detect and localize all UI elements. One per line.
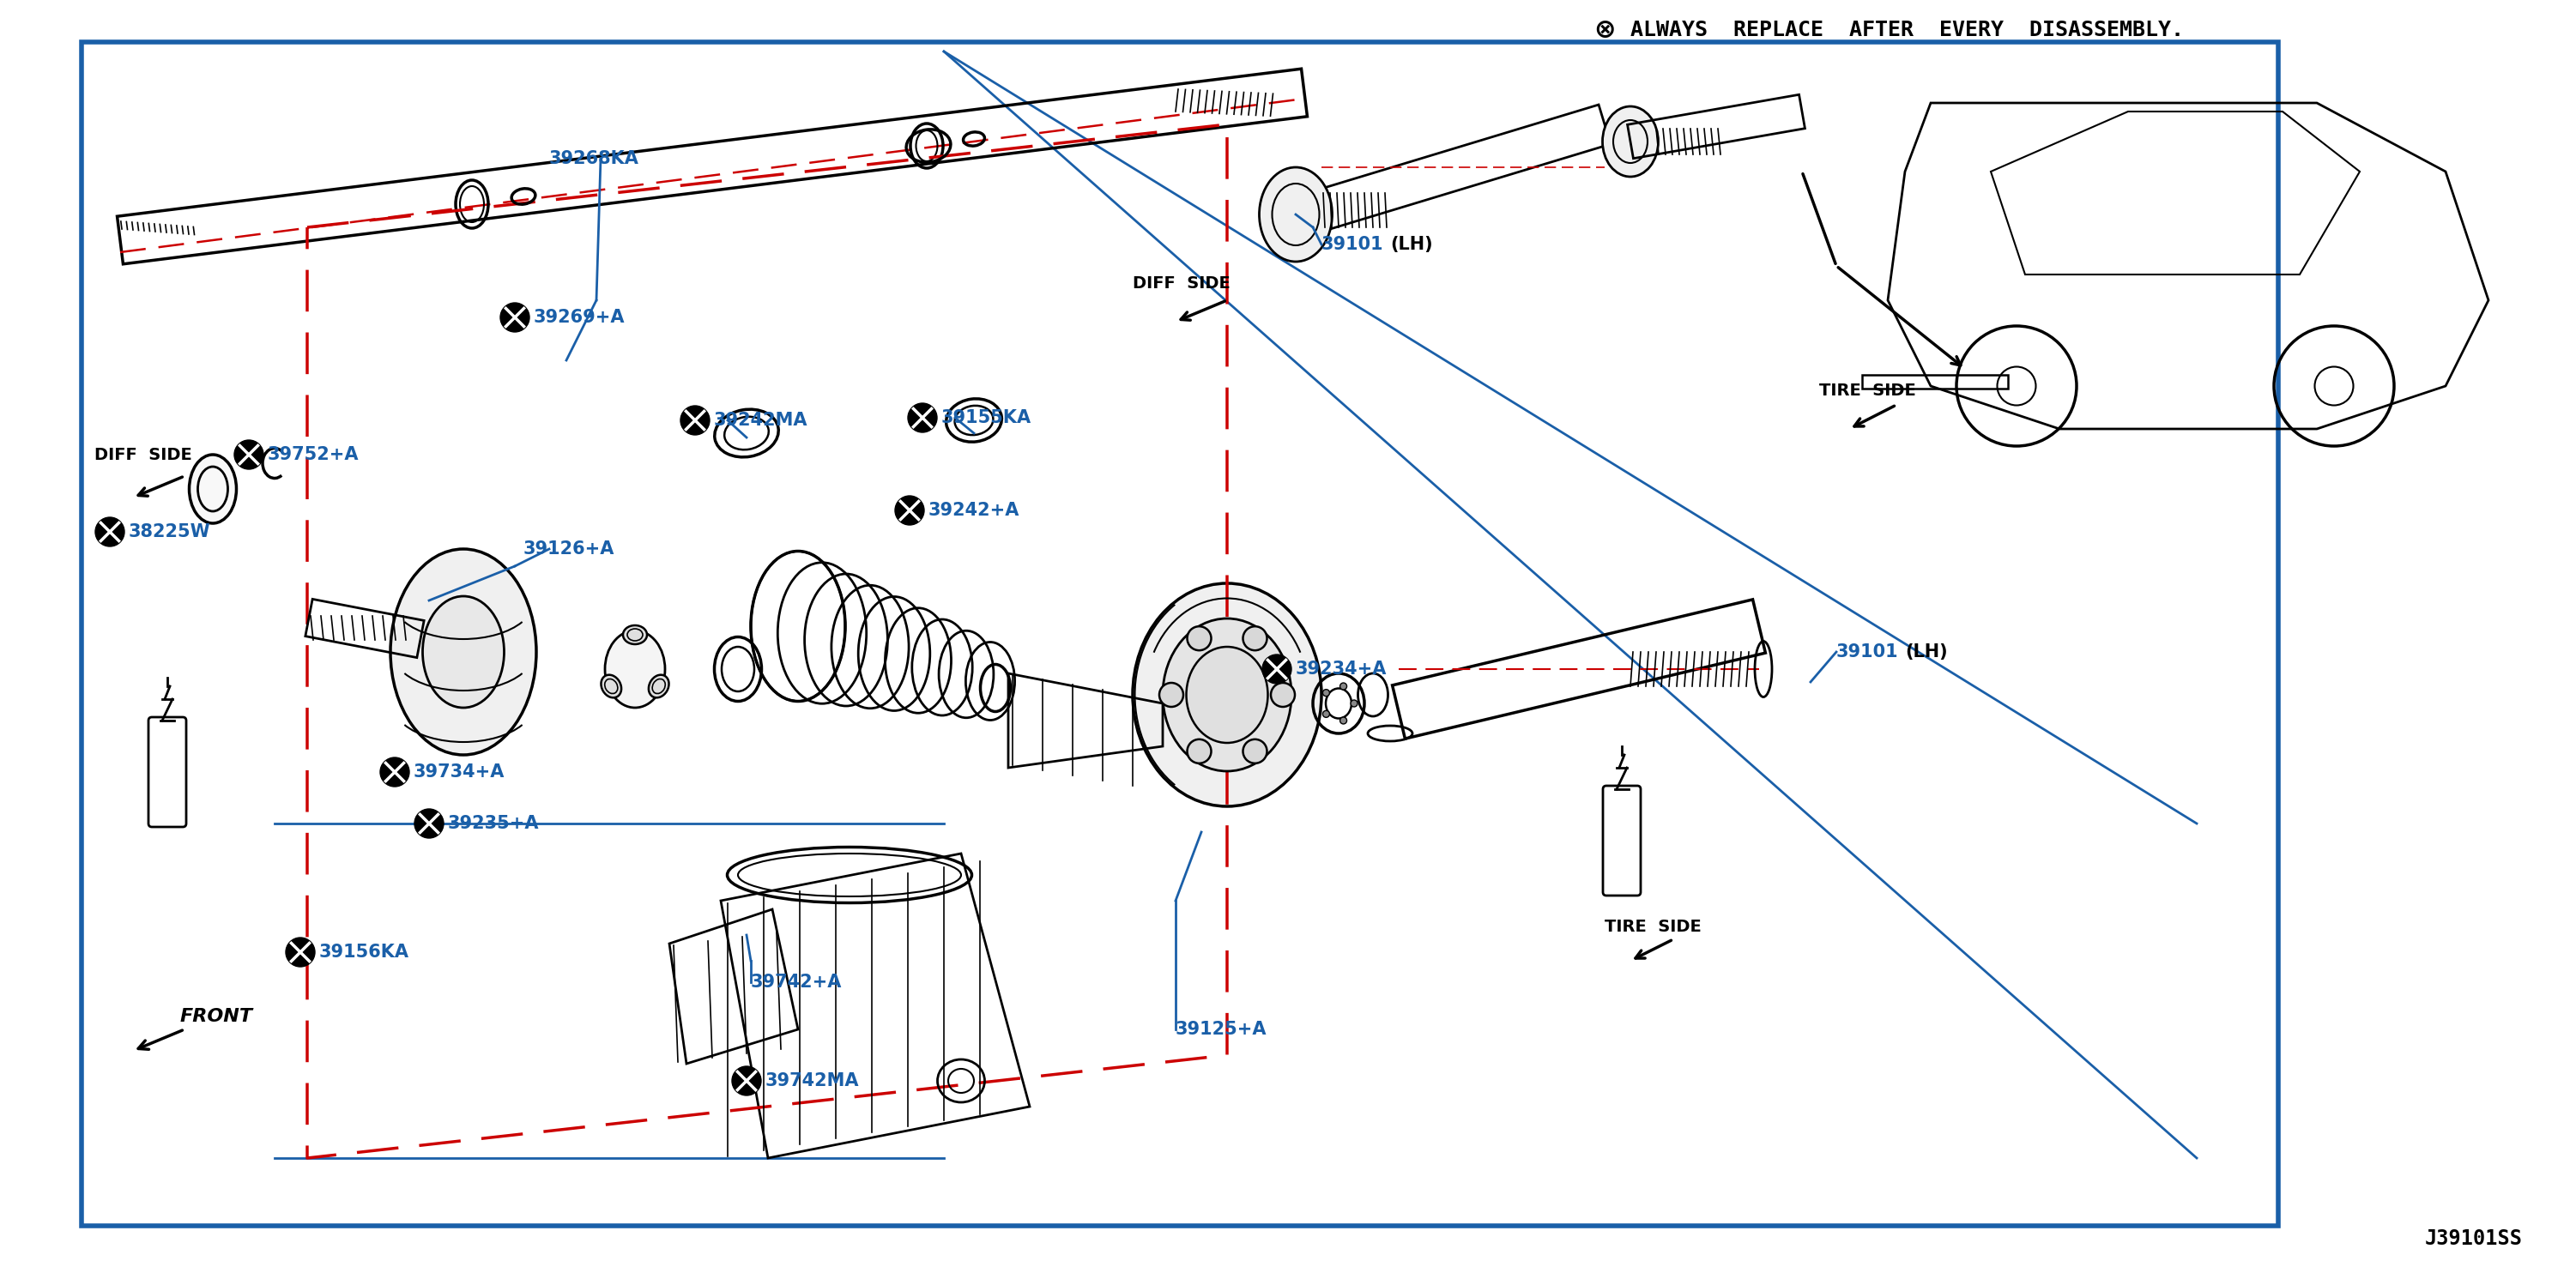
Ellipse shape [649, 675, 670, 698]
Ellipse shape [1162, 619, 1291, 771]
Text: 39156KA: 39156KA [319, 943, 410, 961]
Text: 39101: 39101 [1321, 236, 1383, 253]
Circle shape [894, 495, 925, 524]
Text: DIFF  SIDE: DIFF SIDE [1133, 275, 1231, 292]
Bar [82, 42, 2277, 1226]
Ellipse shape [605, 630, 665, 708]
Ellipse shape [1244, 740, 1267, 764]
Ellipse shape [1159, 682, 1182, 707]
Circle shape [415, 808, 443, 838]
Circle shape [234, 440, 263, 470]
Ellipse shape [1340, 682, 1347, 690]
Circle shape [286, 938, 314, 966]
Text: 39242MA: 39242MA [714, 411, 809, 429]
Ellipse shape [623, 625, 647, 644]
Text: (LH): (LH) [1391, 236, 1432, 253]
Circle shape [907, 404, 938, 433]
Text: 39242+A: 39242+A [927, 502, 1020, 519]
Ellipse shape [1321, 690, 1329, 696]
Circle shape [732, 1067, 760, 1096]
Ellipse shape [1188, 740, 1211, 764]
Text: 39126+A: 39126+A [523, 541, 616, 558]
Text: TIRE  SIDE: TIRE SIDE [1605, 918, 1700, 934]
Circle shape [95, 517, 124, 546]
Text: 39742MA: 39742MA [765, 1072, 860, 1090]
Ellipse shape [1270, 682, 1296, 707]
Ellipse shape [1188, 626, 1211, 651]
Text: DIFF  SIDE: DIFF SIDE [95, 447, 193, 463]
Text: TIRE  SIDE: TIRE SIDE [1819, 382, 1917, 398]
Text: 39734+A: 39734+A [415, 764, 505, 780]
Circle shape [381, 757, 410, 787]
Ellipse shape [1260, 167, 1332, 262]
Text: FRONT: FRONT [180, 1008, 252, 1025]
Text: 39155KA: 39155KA [940, 409, 1030, 426]
Circle shape [500, 303, 531, 332]
Circle shape [680, 406, 708, 435]
Text: 39742+A: 39742+A [750, 974, 842, 990]
Text: 39752+A: 39752+A [268, 446, 358, 463]
Text: 39101: 39101 [1837, 643, 1899, 661]
Text: J39101SS: J39101SS [2424, 1228, 2522, 1249]
Ellipse shape [1188, 647, 1267, 743]
Text: 39234+A: 39234+A [1296, 661, 1386, 677]
Ellipse shape [1602, 107, 1659, 177]
Text: ⊗: ⊗ [1595, 18, 1615, 42]
Ellipse shape [188, 454, 237, 523]
Ellipse shape [1350, 700, 1358, 707]
Ellipse shape [1133, 583, 1321, 806]
Text: 39269+A: 39269+A [533, 309, 626, 326]
Ellipse shape [1340, 717, 1347, 724]
Circle shape [1262, 654, 1291, 684]
Ellipse shape [1321, 710, 1329, 718]
Ellipse shape [392, 549, 536, 755]
Text: 38225W: 38225W [129, 523, 211, 541]
Text: 39125+A: 39125+A [1175, 1021, 1267, 1037]
Ellipse shape [422, 596, 505, 708]
Ellipse shape [1244, 626, 1267, 651]
Text: 39235+A: 39235+A [448, 815, 538, 833]
Text: ALWAYS  REPLACE  AFTER  EVERY  DISASSEMBLY.: ALWAYS REPLACE AFTER EVERY DISASSEMBLY. [1631, 19, 2184, 41]
Ellipse shape [600, 675, 621, 698]
Text: (LH): (LH) [1906, 643, 1947, 661]
Text: 39268KA: 39268KA [549, 150, 639, 167]
